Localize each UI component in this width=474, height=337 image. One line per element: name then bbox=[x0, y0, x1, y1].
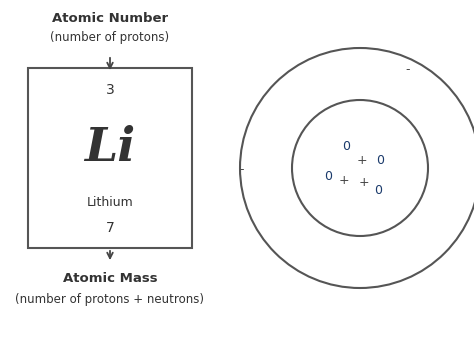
Text: 0: 0 bbox=[374, 184, 382, 196]
Text: Li: Li bbox=[84, 125, 136, 171]
Bar bbox=[28, 68, 192, 248]
Text: 0: 0 bbox=[324, 170, 332, 183]
Text: (number of protons): (number of protons) bbox=[50, 31, 170, 44]
Text: -: - bbox=[240, 163, 244, 177]
Text: +: + bbox=[359, 176, 369, 188]
Text: 7: 7 bbox=[106, 221, 114, 235]
Text: +: + bbox=[357, 153, 367, 166]
Text: 0: 0 bbox=[376, 153, 384, 166]
Text: Atomic Number: Atomic Number bbox=[52, 11, 168, 25]
Circle shape bbox=[240, 48, 474, 288]
Text: -: - bbox=[406, 63, 410, 76]
Text: 3: 3 bbox=[106, 83, 114, 97]
Text: Atomic Mass: Atomic Mass bbox=[63, 272, 157, 284]
Text: Lithium: Lithium bbox=[87, 195, 133, 209]
Text: 0: 0 bbox=[342, 140, 350, 153]
Text: (number of protons + neutrons): (number of protons + neutrons) bbox=[16, 294, 204, 306]
Circle shape bbox=[292, 100, 428, 236]
Text: +: + bbox=[339, 174, 349, 186]
